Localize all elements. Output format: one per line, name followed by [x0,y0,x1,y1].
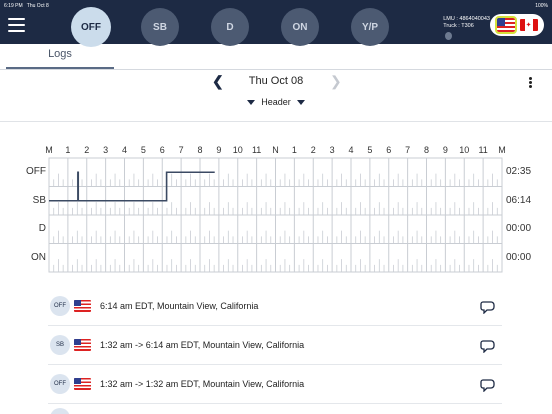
comment-icon[interactable] [480,339,496,353]
canada-flag-icon[interactable]: ✦ [519,19,538,31]
more-options-icon[interactable] [529,77,533,89]
hour-label: N [272,145,279,155]
header-selector[interactable]: Header [238,97,314,111]
status-badge: OFF [50,374,70,394]
duty-button-sb[interactable]: SB [141,8,179,46]
hamburger-menu-icon[interactable] [8,18,25,32]
hour-label: 10 [459,145,470,155]
caret-down-icon [296,100,305,106]
hour-label: 11 [478,145,488,155]
status-time: 6:19 PM Thu Oct 8 [4,3,49,9]
row-label: OFF [26,166,46,178]
hour-label: 1 [291,145,297,155]
hour-label: 6 [386,145,392,155]
hour-label: 8 [423,145,429,155]
hour-label: M [45,145,53,155]
us-flag-icon[interactable] [494,16,517,34]
row-label: ON [31,251,46,263]
hour-label: 8 [197,145,203,155]
chevron-right-icon[interactable]: ❯ [330,73,342,89]
hour-label: 9 [442,145,448,155]
log-event-row[interactable]: OFF 1:32 am -> 1:32 am EDT, Mountain Vie… [48,366,502,404]
top-bar: 6:19 PM Thu Oct 8 100% OFF SB D ON Y/P L… [0,0,552,47]
event-text: 1:32 am -> 1:32 am EDT, Mountain View, C… [100,379,305,389]
status-badge: OFF [50,296,70,316]
current-date: Thu Oct 08 [248,75,304,87]
us-flag-icon [74,339,91,351]
hour-label: 6 [159,145,165,155]
event-text: 1:32 am -> 6:14 am EDT, Mountain View, C… [100,340,305,350]
hour-label: 9 [216,145,222,155]
lmu-id: LMU : 4864040043 [443,16,490,22]
row-total: 06:14 [506,194,532,206]
truck-id: Truck : T306 [443,23,474,29]
row-total: 00:00 [506,223,532,235]
hour-label: 2 [84,145,90,155]
log-event-row[interactable]: SB 1:32 am -> 6:14 am EDT, Mountain View… [48,327,502,365]
date-navigator: ❮ Thu Oct 08 ❯ [0,72,552,90]
row-total: 00:00 [506,251,532,263]
hour-label: 5 [140,145,146,155]
comment-icon[interactable] [480,300,496,314]
header-label: Header [261,97,291,107]
us-flag-icon [74,300,91,312]
duty-button-on[interactable]: ON [281,8,319,46]
duty-button-yp[interactable]: Y/P [351,8,389,46]
caret-down-icon [247,100,256,106]
hour-label: 7 [178,145,184,155]
hour-label: 5 [367,145,373,155]
hour-label: 1 [65,145,71,155]
duty-button-d[interactable]: D [211,8,249,46]
event-text: 6:14 am EDT, Mountain View, California [100,301,259,311]
duty-status-trace [49,171,215,202]
hour-label: 2 [310,145,316,155]
hour-label: 7 [405,145,411,155]
hour-label: 4 [348,145,354,155]
status-badge [50,408,70,414]
hour-label: 3 [103,145,109,155]
comment-icon[interactable] [480,378,496,392]
tab-logs[interactable]: Logs [48,48,72,60]
hour-label: 11 [251,145,262,155]
shield-icon [445,32,452,40]
hour-label: 3 [329,145,335,155]
hour-label: 4 [121,145,127,155]
log-event-row[interactable]: OFF 6:14 am EDT, Mountain View, Californ… [48,288,502,326]
unit-info: LMU : 4864040043 Truck : T306 [443,16,490,30]
duty-button-off[interactable]: OFF [71,7,111,47]
hour-label: M [498,145,506,155]
section-divider [0,121,552,122]
status-battery: 100% [535,3,548,9]
country-switch[interactable]: ✦ [490,14,544,36]
status-badge: SB [50,335,70,355]
chevron-left-icon[interactable]: ❮ [212,73,224,89]
us-flag-icon [74,378,91,390]
row-label: SB [32,194,46,206]
tab-divider [0,69,552,70]
row-total: 02:35 [506,166,532,178]
hour-label: 10 [232,145,243,155]
row-label: D [38,223,46,235]
tab-active-indicator [6,67,114,69]
